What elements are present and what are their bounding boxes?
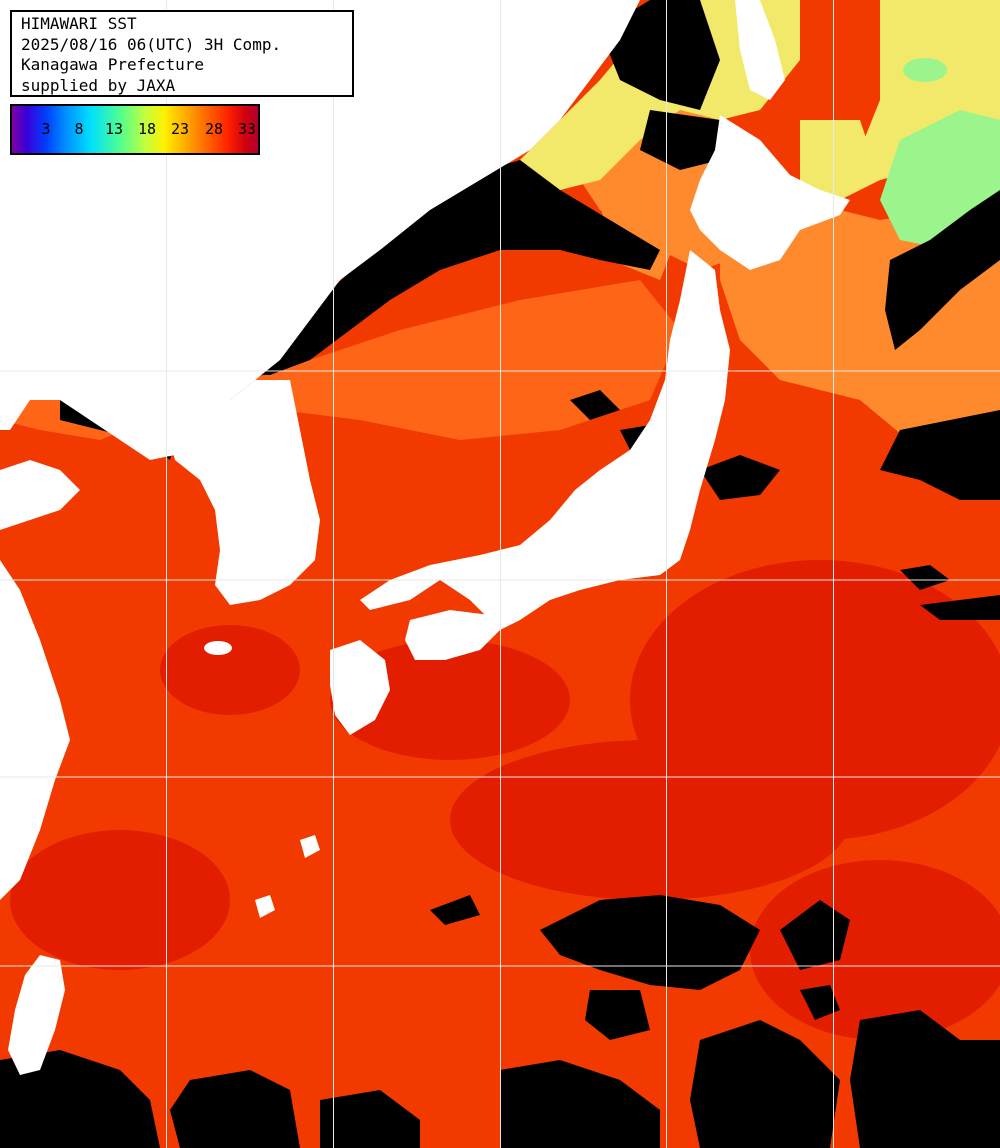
grid-label-30n: 30N	[20, 760, 40, 773]
map-info-box: HIMAWARI SST 2025/08/16 06(UTC) 3H Comp.…	[10, 10, 354, 97]
map-title: HIMAWARI SST	[21, 14, 137, 33]
legend-tick: 18	[137, 120, 157, 138]
legend-tick: 8	[74, 120, 84, 138]
map-datetime: 2025/08/16 06(UTC) 3H Comp.	[21, 34, 282, 54]
hot-sea-regions	[10, 560, 1000, 1040]
legend-tick: 28	[204, 120, 224, 138]
legend-tick: 13	[104, 120, 124, 138]
legend-tick: 33	[237, 120, 257, 138]
legend-tick: 3	[41, 120, 51, 138]
grid-label-40n: 40N	[20, 353, 40, 366]
temperature-color-legend: 3 8 13 18 23 28 33	[10, 104, 260, 155]
legend-tick: 23	[170, 120, 190, 138]
map-credit: supplied by JAXA	[21, 75, 176, 95]
map-region: Kanagawa Prefecture	[21, 55, 205, 74]
